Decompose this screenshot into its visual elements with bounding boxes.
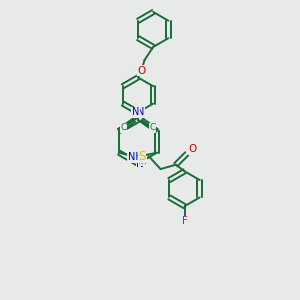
Text: N: N	[137, 107, 144, 117]
Text: NH: NH	[128, 152, 142, 162]
Text: F: F	[182, 217, 188, 226]
Text: N: N	[132, 107, 139, 117]
Text: H: H	[140, 157, 146, 166]
Text: C: C	[120, 123, 127, 132]
Text: S: S	[138, 149, 146, 163]
Text: N: N	[136, 159, 144, 169]
Text: C: C	[149, 123, 156, 132]
Text: O: O	[137, 66, 146, 76]
Text: O: O	[188, 145, 196, 154]
